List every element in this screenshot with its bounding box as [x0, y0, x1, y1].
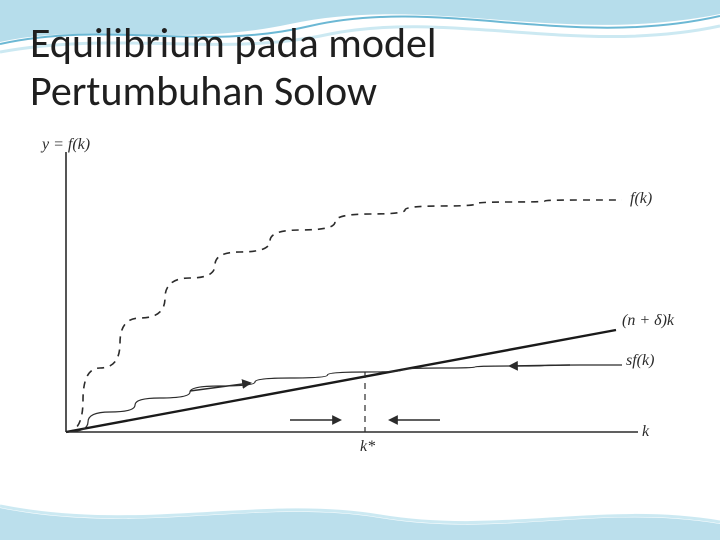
slide: Equilibrium pada model Pertumbuhan Solow… [0, 0, 720, 540]
ndk-label: (n + δ)k [622, 312, 674, 330]
y-axis-label: y = f(k) [42, 136, 90, 154]
x-axis-label: k [642, 423, 649, 441]
sfk-label: sf(k) [626, 352, 654, 370]
bottom-wave-decoration [0, 490, 720, 540]
solow-diagram: y = f(k) k f(k) (n + δ)k sf(k) k* [40, 140, 680, 500]
slide-title: Equilibrium pada model Pertumbuhan Solow [30, 20, 670, 117]
fk-label: f(k) [630, 190, 652, 208]
kstar-label: k* [360, 438, 375, 456]
